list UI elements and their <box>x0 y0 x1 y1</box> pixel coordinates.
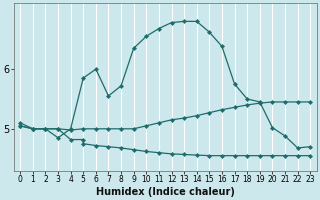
X-axis label: Humidex (Indice chaleur): Humidex (Indice chaleur) <box>96 187 235 197</box>
